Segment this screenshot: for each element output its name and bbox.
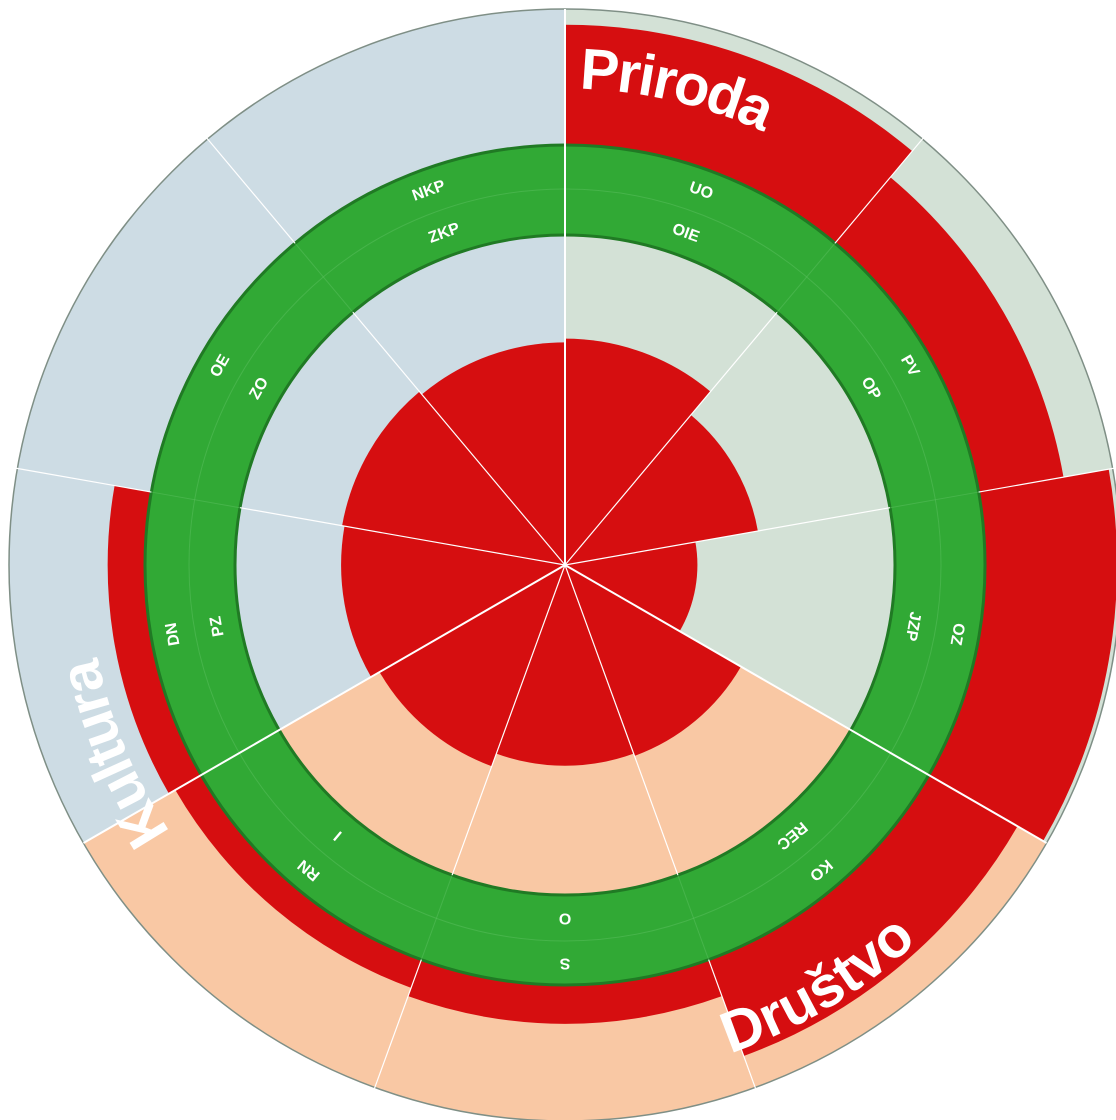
outer-label-s: S [559,955,570,972]
inner-label-pz: PZ [207,615,227,638]
inner-label-o: O [559,910,571,927]
